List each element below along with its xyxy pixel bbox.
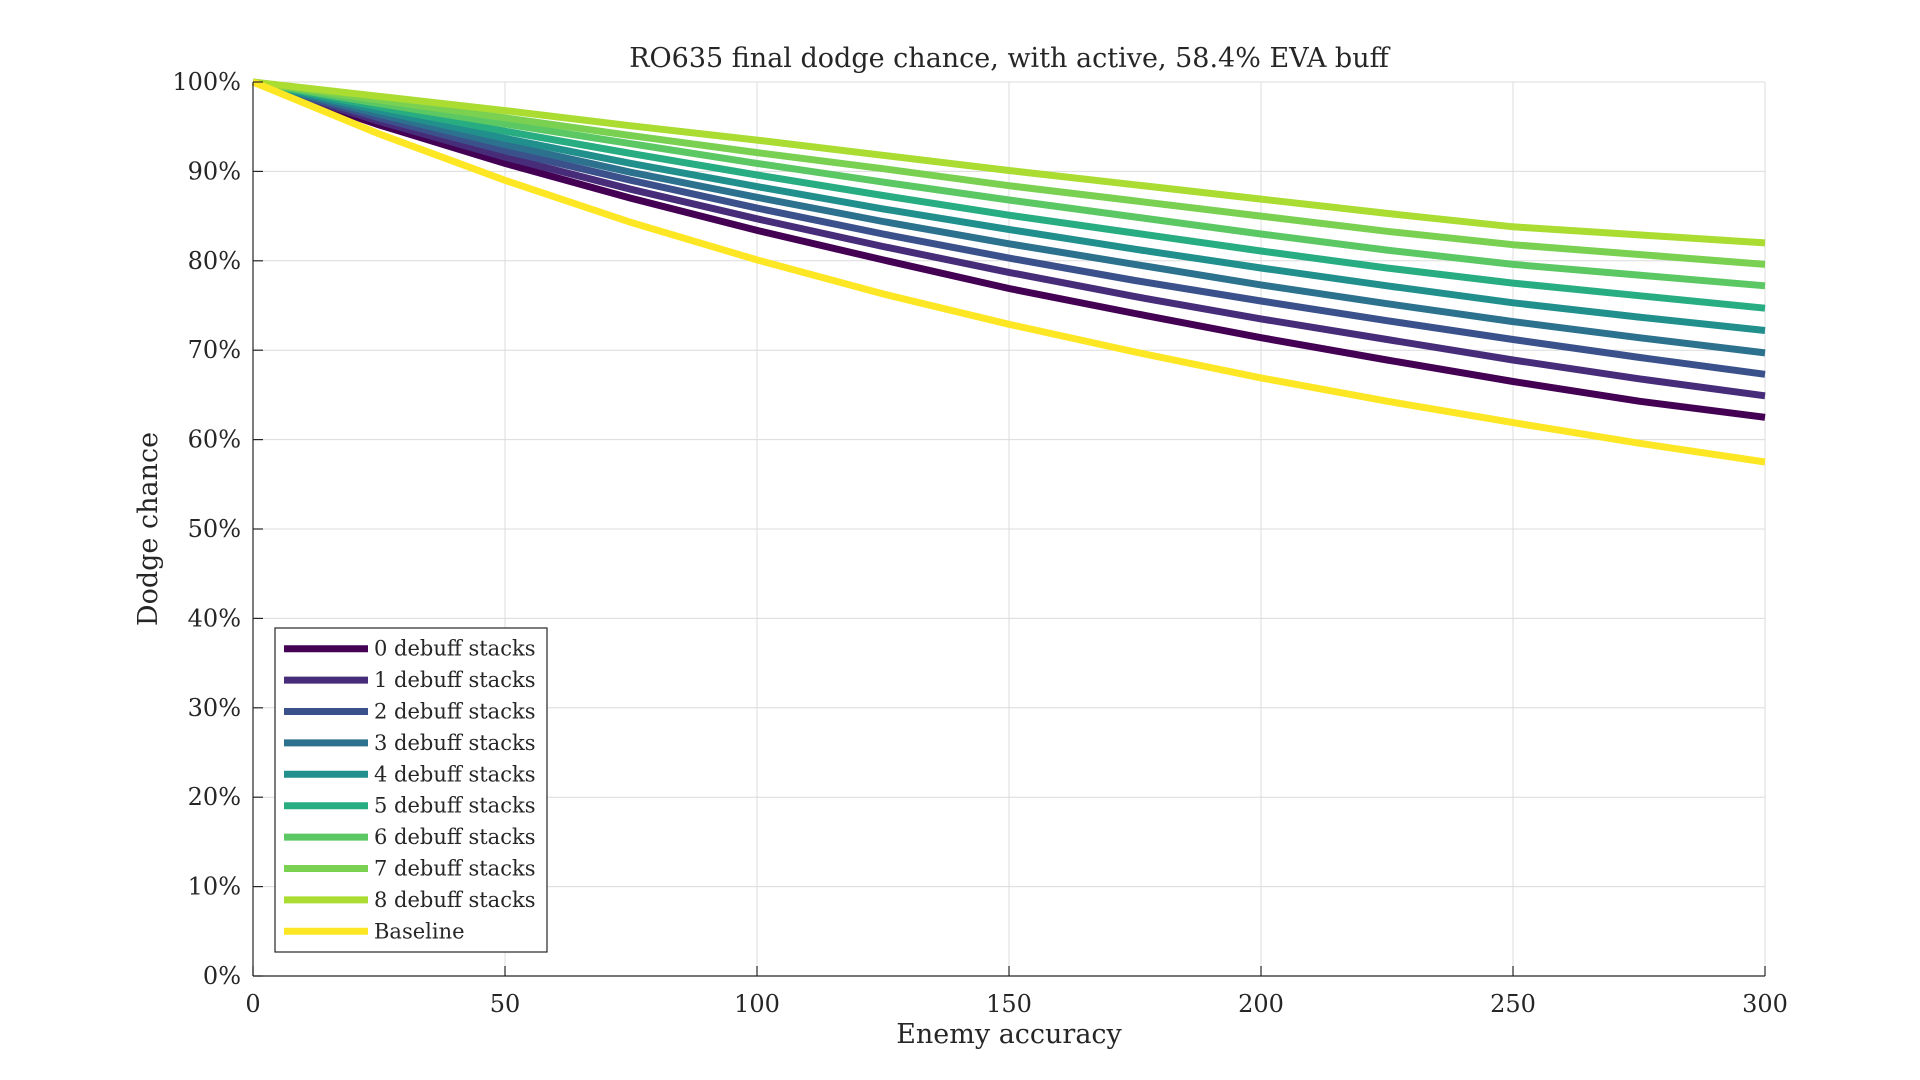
series-line-2 (252, 78, 1766, 378)
y-tick-label: 80% (188, 247, 241, 275)
legend-label-9: Baseline (374, 919, 465, 943)
x-axis-ticks: 0 50 100 150 200 250 300 (245, 966, 1788, 1018)
y-axis-label: Dodge chance (133, 432, 164, 626)
y-tick-label: 0% (203, 962, 241, 990)
y-tick-label: 100% (172, 68, 241, 96)
legend-label-5: 5 debuff stacks (374, 794, 535, 818)
legend-label-3: 3 debuff stacks (374, 731, 535, 755)
legend-label-7: 7 debuff stacks (374, 857, 535, 881)
series-line-8 (252, 78, 1766, 247)
x-tick-label: 250 (1490, 990, 1536, 1018)
series-line-3 (252, 78, 1766, 357)
y-tick-label: 90% (188, 157, 241, 185)
series-line-6 (252, 78, 1766, 290)
x-axis-label: Enemy accuracy (896, 1019, 1122, 1050)
series-line-9 (251, 78, 1766, 466)
x-tick-label: 0 (245, 990, 260, 1018)
legend-label-8: 8 debuff stacks (374, 888, 535, 912)
legend-label-0: 0 debuff stacks (374, 637, 535, 661)
legend-label-2: 2 debuff stacks (374, 700, 535, 724)
series-line-0 (251, 78, 1766, 421)
series-line-4 (252, 78, 1766, 334)
chart-title: RO635 final dodge chance, with active, 5… (629, 43, 1390, 74)
series-lines (251, 78, 1766, 466)
series-line-7 (252, 78, 1766, 268)
y-tick-label: 60% (188, 426, 241, 454)
series-line-1 (251, 78, 1766, 400)
series-line-5 (252, 78, 1766, 312)
y-axis-ticks: 0% 10% 20% 30% 40% 50% 60% 70% 80% 90% 100% (172, 68, 263, 990)
x-tick-label: 150 (986, 990, 1032, 1018)
x-tick-label: 300 (1742, 990, 1788, 1018)
y-tick-label: 50% (188, 515, 241, 543)
x-tick-label: 100 (734, 990, 780, 1018)
legend-label-4: 4 debuff stacks (374, 762, 535, 786)
y-tick-label: 70% (188, 336, 241, 364)
legend-label-1: 1 debuff stacks (374, 668, 535, 692)
legend: 0 debuff stacks 1 debuff stacks 2 debuff s… (274, 627, 548, 953)
y-tick-label: 20% (188, 783, 241, 811)
legend-label-6: 6 debuff stacks (374, 825, 535, 849)
x-tick-label: 50 (490, 990, 521, 1018)
y-tick-label: 40% (188, 604, 241, 632)
y-tick-label: 10% (188, 873, 241, 901)
y-tick-label: 30% (188, 694, 241, 722)
x-tick-label: 200 (1238, 990, 1284, 1018)
